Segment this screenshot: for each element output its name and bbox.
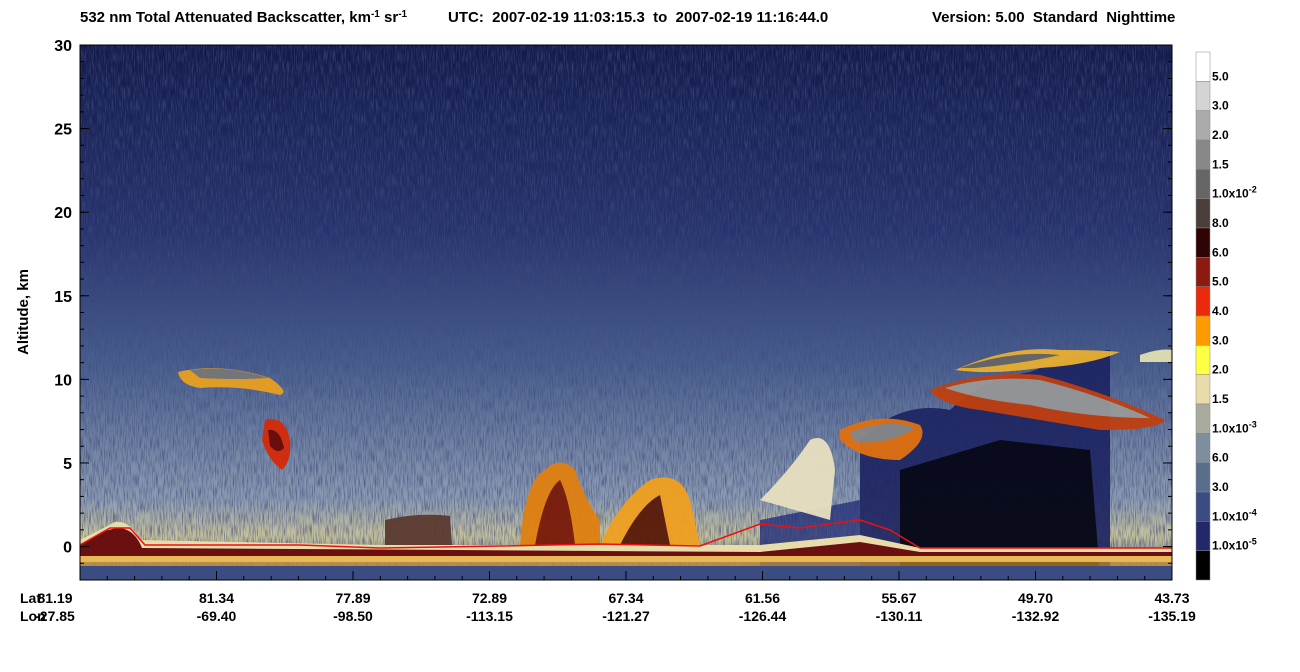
colorbar-label: 1.0x10-4	[1212, 507, 1257, 523]
colorbar-label-text: 2.0	[1212, 128, 1229, 142]
title-sup: -1	[398, 9, 407, 20]
colorbar-swatch	[1195, 51, 1211, 82]
colorbar-swatch	[1195, 139, 1211, 170]
colorbar-label-text: 1.0x10	[1212, 539, 1249, 553]
colorbar-label-text: 6.0	[1212, 245, 1229, 259]
colorbar-label-text: 3.0	[1212, 333, 1229, 347]
colorbar-label: 1.0x10-2	[1212, 185, 1257, 201]
title-text: sr	[380, 9, 399, 26]
colorbar: 5.03.02.01.51.0x10-28.06.05.04.03.02.01.…	[1195, 51, 1257, 581]
colorbar-label: 4.0	[1212, 304, 1229, 318]
colorbar-swatch	[1195, 169, 1211, 199]
title-sup: -1	[371, 9, 380, 20]
x-tick-label: 77.89	[335, 590, 370, 606]
colorbar-label-sup: -3	[1249, 419, 1257, 429]
utc-range: UTC: 2007-02-19 11:03:15.3 to 2007-02-19…	[448, 9, 828, 26]
colorbar-swatch	[1195, 110, 1211, 141]
y-tick-label: 25	[54, 122, 72, 139]
x-tick-label: 72.89	[472, 590, 507, 606]
x-row-name: Lon	[20, 608, 46, 624]
y-tick-label: 0	[63, 540, 72, 557]
colorbar-label: 1.0x10-5	[1212, 537, 1257, 553]
colorbar-label-text: 1.0x10	[1212, 187, 1249, 201]
x-tick-label: -113.15	[466, 608, 513, 624]
version: Version: 5.00 Standard Nighttime	[932, 9, 1175, 26]
colorbar-label-text: 5.0	[1212, 69, 1229, 83]
y-tick-label: 5	[63, 456, 72, 473]
colorbar-label-text: 1.0x10	[1212, 509, 1249, 523]
colorbar-swatch	[1195, 491, 1211, 522]
colorbar-swatch	[1195, 433, 1211, 463]
colorbar-label: 1.5	[1212, 392, 1229, 406]
colorbar-label-text: 2.0	[1212, 363, 1229, 377]
x-tick-label: -69.40	[197, 608, 237, 624]
x-tick-label: -27.85	[35, 608, 75, 624]
title-text: 532 nm Total Attenuated Backscatter, km	[80, 9, 371, 26]
x-row-name: Lat	[20, 590, 41, 606]
x-tick-label: 49.70	[1018, 590, 1053, 606]
colorbar-label-text: 5.0	[1212, 275, 1229, 289]
colorbar-swatch	[1195, 198, 1211, 229]
colorbar-label-sup: -4	[1249, 507, 1257, 517]
colorbar-swatch	[1195, 81, 1211, 111]
y-tick-label: 30	[54, 38, 72, 55]
colorbar-swatch	[1195, 257, 1211, 287]
x-tick-label: -121.27	[602, 608, 650, 624]
colorbar-label: 3.0	[1212, 99, 1229, 113]
colorbar-swatch	[1195, 345, 1211, 375]
colorbar-label-text: 1.0x10	[1212, 421, 1249, 435]
x-tick-label: 55.67	[881, 590, 916, 606]
x-tick-label: -126.44	[739, 608, 787, 624]
colorbar-label: 1.0x10-3	[1212, 419, 1257, 435]
colorbar-label-text: 3.0	[1212, 480, 1229, 494]
backscatter-image	[80, 45, 1172, 580]
colorbar-swatch	[1195, 521, 1211, 551]
x-tick-label: -98.50	[333, 608, 373, 624]
x-tick-label: 67.34	[608, 590, 643, 606]
colorbar-label: 5.0	[1212, 275, 1229, 289]
colorbar-label-text: 6.0	[1212, 451, 1229, 465]
colorbar-label-sup: -5	[1249, 537, 1257, 547]
colorbar-label-text: 3.0	[1212, 99, 1229, 113]
y-tick-label: 10	[54, 372, 72, 389]
chart-title: 532 nm Total Attenuated Backscatter, km-…	[80, 9, 408, 27]
colorbar-swatch	[1195, 374, 1211, 405]
colorbar-label-text: 1.5	[1212, 157, 1229, 171]
colorbar-label: 3.0	[1212, 480, 1229, 494]
y-tick-label: 20	[54, 205, 72, 222]
colorbar-swatch	[1195, 315, 1211, 346]
colorbar-swatch	[1195, 462, 1211, 493]
colorbar-swatch	[1195, 550, 1211, 581]
colorbar-swatch	[1195, 227, 1211, 258]
colorbar-label: 5.0	[1212, 69, 1229, 83]
colorbar-label-sup: -2	[1249, 185, 1257, 195]
colorbar-label: 1.5	[1212, 157, 1229, 171]
x-tick-label: 81.19	[37, 590, 72, 606]
colorbar-label-text: 8.0	[1212, 216, 1229, 230]
colorbar-label-text: 4.0	[1212, 304, 1229, 318]
colorbar-label: 8.0	[1212, 216, 1229, 230]
colorbar-swatch	[1195, 403, 1211, 434]
x-tick-label: -135.19	[1148, 608, 1196, 624]
x-tick-label: 61.56	[745, 590, 780, 606]
colorbar-label: 6.0	[1212, 245, 1229, 259]
x-tick-label: -130.11	[876, 608, 923, 624]
colorbar-label-text: 1.5	[1212, 392, 1229, 406]
y-tick-label: 15	[54, 289, 72, 306]
colorbar-label: 6.0	[1212, 451, 1229, 465]
colorbar-swatch	[1195, 286, 1211, 317]
x-tick-label: 81.34	[199, 590, 234, 606]
y-axis-label: Altitude, km	[15, 269, 32, 355]
x-tick-label: -132.92	[1012, 608, 1060, 624]
colorbar-label: 2.0	[1212, 363, 1229, 377]
colorbar-label: 2.0	[1212, 128, 1229, 142]
colorbar-label: 3.0	[1212, 333, 1229, 347]
x-tick-label: 43.73	[1154, 590, 1189, 606]
